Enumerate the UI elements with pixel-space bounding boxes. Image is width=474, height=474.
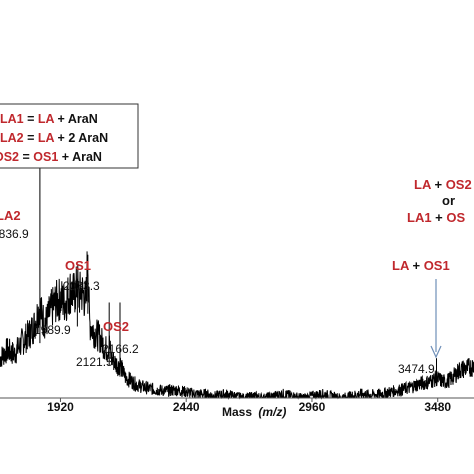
- spectrum-line: [0, 251, 474, 400]
- annotation-arrow-head: [430, 345, 442, 359]
- annotation-or: or: [442, 193, 455, 208]
- annotation-la-os2: LA + OS2: [414, 177, 472, 192]
- annotation-la1-os: LA1 + OS: [407, 210, 466, 225]
- peak-os1-name: OS1: [65, 258, 91, 273]
- legend-row-1-lhs: LA1: [0, 112, 24, 126]
- peak-1989-mass: 1989.9: [34, 323, 71, 337]
- annotation-la-os2-plus: +: [431, 177, 446, 192]
- legend-row-2-rest: + 2 AraN: [54, 131, 108, 145]
- legend-row-3: OS2 = OS1 + AraN: [0, 150, 102, 164]
- legend-box: LA1 = LA + AraN LA2 = LA + 2 AraN OS2 = …: [0, 103, 139, 169]
- peak-la2-mass: 1836.9: [0, 227, 29, 241]
- annotation-la1-os-a: LA1: [407, 210, 432, 225]
- x-axis-ticks: 1920 2440 2960 3480: [47, 398, 451, 414]
- annotation-la-os1-plus: +: [409, 258, 424, 273]
- spectrum-series: [0, 159, 474, 400]
- legend-row-3-lhs: OS2: [0, 150, 19, 164]
- legend-row-1-eq: =: [24, 112, 38, 126]
- legend-row-2-eq: =: [24, 131, 38, 145]
- x-axis-label-unit: (m/z): [258, 405, 286, 419]
- legend-row-1-mid: LA: [38, 112, 55, 126]
- legend-row-1-rest: + AraN: [54, 112, 98, 126]
- peak-os1-mass: 2033.3: [63, 279, 100, 293]
- legend-row-3-eq: =: [19, 150, 33, 164]
- annotation-la1-os-b: OS: [446, 210, 465, 225]
- x-axis-label-text: Mass: [222, 405, 252, 419]
- legend-row-2: LA2 = LA + 2 AraN: [0, 131, 108, 145]
- legend-row-3-rest: + AraN: [58, 150, 102, 164]
- legend-row-2-mid: LA: [38, 131, 55, 145]
- peak-la2-name: LA2: [0, 208, 21, 223]
- peak-2121-mass: 2121.5: [76, 355, 113, 369]
- peak-os2-name: OS2: [103, 319, 129, 334]
- annotation-la1-os-plus: +: [432, 210, 447, 225]
- legend-row-2-lhs: LA2: [0, 131, 24, 145]
- legend-row-3-mid: OS1: [33, 150, 58, 164]
- x-axis-label: Mass (m/z): [222, 405, 286, 419]
- annotation-la-os1-a: LA: [392, 258, 410, 273]
- peak-3474-mass: 3474.9: [398, 362, 435, 376]
- x-tick-label-0: 1920: [47, 400, 74, 414]
- annotation-la-os1-b: OS1: [424, 258, 450, 273]
- x-tick-label-2: 2960: [299, 400, 326, 414]
- annotation-la-os1: LA + OS1: [392, 258, 450, 273]
- x-tick-label-3: 3480: [424, 400, 451, 414]
- legend-row-1: LA1 = LA + AraN: [0, 112, 98, 126]
- peak-2166-mass: 2166.2: [102, 342, 139, 356]
- legend-frame: [0, 103, 139, 169]
- annotation-la-os2-b: OS2: [446, 177, 472, 192]
- annotation-la-os2-a: LA: [414, 177, 432, 192]
- x-tick-label-1: 2440: [173, 400, 200, 414]
